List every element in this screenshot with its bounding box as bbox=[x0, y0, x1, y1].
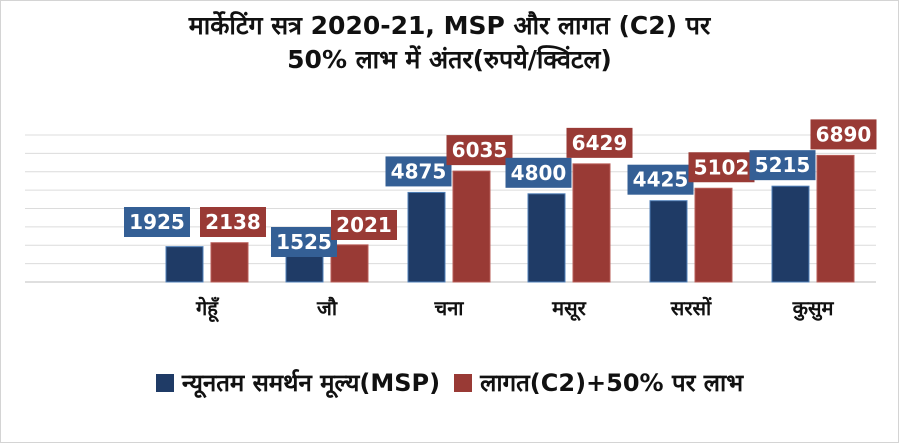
bar-msp bbox=[649, 200, 688, 283]
data-label-cost: 6035 bbox=[452, 138, 508, 162]
x-tick-label: कुसुम bbox=[792, 296, 835, 321]
data-label-msp: 4425 bbox=[633, 168, 689, 192]
bar-cost bbox=[572, 163, 611, 283]
data-label-box-cost bbox=[446, 135, 513, 166]
data-label-msp: 1525 bbox=[276, 230, 332, 254]
legend-swatch-msp bbox=[155, 373, 174, 392]
data-label-box-msp bbox=[385, 156, 452, 187]
bar-cost bbox=[330, 244, 369, 283]
data-label-cost: 2021 bbox=[336, 213, 392, 237]
data-label-box-msp bbox=[749, 150, 816, 181]
data-label-box-msp bbox=[271, 227, 337, 257]
bar-cost bbox=[816, 154, 855, 283]
data-label-box-cost bbox=[688, 152, 755, 183]
x-tick-label: सरसों bbox=[670, 296, 712, 320]
bar-cost bbox=[694, 187, 733, 283]
data-label-cost: 6429 bbox=[572, 131, 628, 155]
data-label-cost: 6890 bbox=[816, 122, 872, 146]
legend-item-msp: न्यूनतम समर्थन मूल्य(MSP) bbox=[155, 366, 441, 399]
chart-title-line-1: मार्केटिंग सत्र 2020-21, MSP और लागत (C2… bbox=[188, 11, 711, 40]
data-label-msp: 4875 bbox=[391, 159, 447, 183]
bar-msp bbox=[165, 246, 204, 283]
data-label-cost: 2138 bbox=[205, 210, 261, 234]
data-label-msp: 1925 bbox=[129, 210, 185, 234]
data-label-box-msp bbox=[627, 164, 694, 195]
data-label-box-cost bbox=[566, 127, 633, 158]
bar-msp bbox=[407, 191, 446, 283]
legend-label-cost: लागत(C2)+50% पर लाभ bbox=[480, 369, 744, 397]
data-label-cost: 5102 bbox=[694, 155, 750, 179]
bar-cost bbox=[210, 242, 249, 283]
data-label-box-cost bbox=[810, 119, 877, 150]
data-label-box-msp bbox=[505, 157, 572, 188]
chart-title-line-2: 50% लाभ में अंतर(रुपये/क्विंटल) bbox=[287, 45, 612, 74]
x-tick-label: चना bbox=[434, 296, 465, 320]
x-tick-label: जौ bbox=[316, 296, 338, 320]
data-label-msp: 5215 bbox=[755, 153, 811, 177]
legend-item-cost: लागत(C2)+50% पर लाभ bbox=[454, 366, 743, 399]
data-label-box-msp bbox=[124, 207, 190, 237]
bar-msp bbox=[527, 193, 566, 283]
bar-msp bbox=[771, 185, 810, 283]
data-label-box-cost bbox=[200, 207, 266, 237]
x-tick-label: गेहूँ bbox=[195, 296, 220, 323]
data-label-box-cost bbox=[331, 210, 397, 240]
bar-msp bbox=[285, 253, 324, 283]
x-tick-label: मसूर bbox=[551, 296, 586, 321]
bar-cost bbox=[452, 170, 491, 283]
legend-swatch-cost bbox=[454, 373, 473, 392]
data-label-msp: 4800 bbox=[511, 161, 567, 185]
legend: न्यूनतम समर्थन मूल्य(MSP) लागत(C2)+50% प… bbox=[0, 366, 899, 399]
legend-label-msp: न्यूनतम समर्थन मूल्य(MSP) bbox=[181, 369, 441, 397]
